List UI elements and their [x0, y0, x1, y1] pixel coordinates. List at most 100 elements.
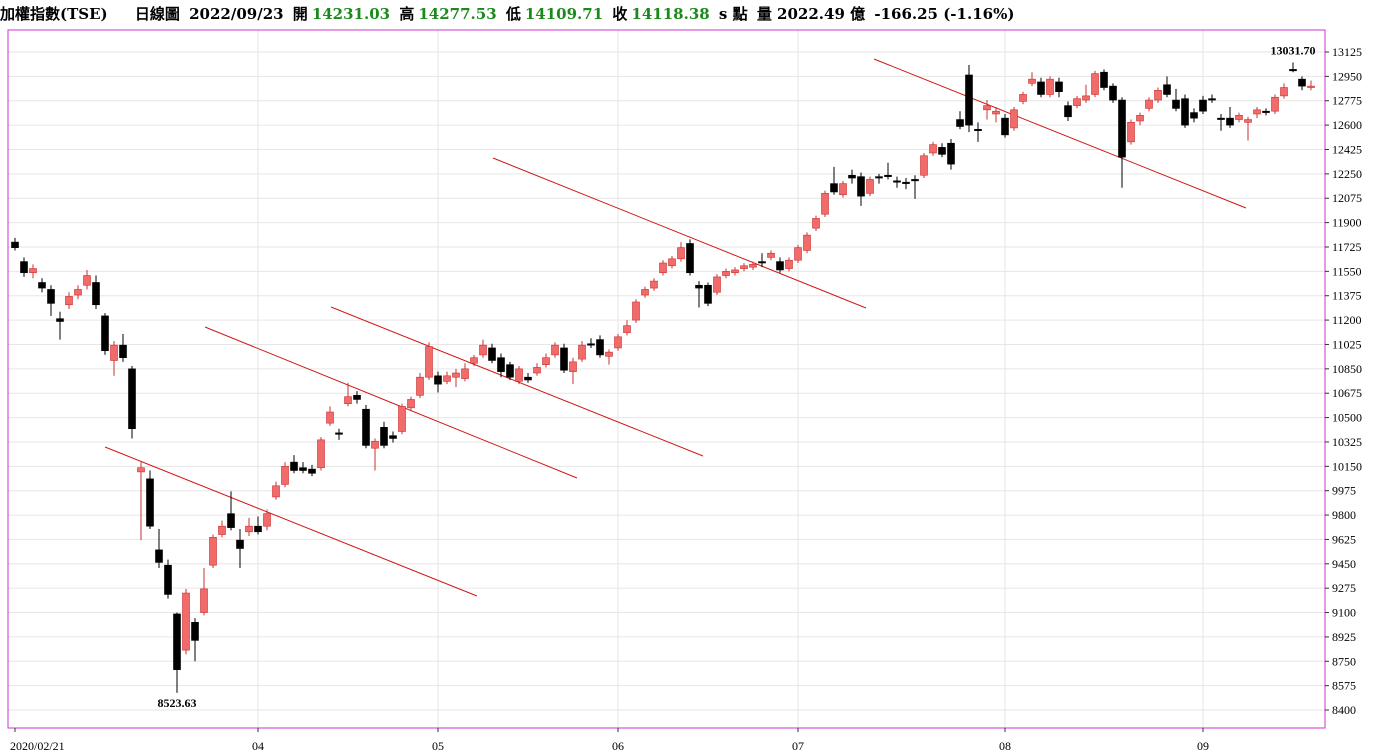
candle-body: [236, 539, 244, 549]
candle-body: [992, 110, 1000, 115]
y-tick-label: 10850: [1332, 362, 1362, 376]
candle-body: [1244, 119, 1252, 123]
unit: s 點: [718, 5, 748, 23]
value: 14277.53: [418, 5, 497, 23]
candle-body: [20, 261, 28, 274]
y-tick-label: 10325: [1332, 435, 1362, 449]
label: 低: [505, 5, 521, 23]
value: 14118.38: [631, 5, 710, 23]
candle-body: [632, 301, 640, 321]
header: 加權指數(TSE) 日線圖 2022/09/23 開 14231.03 高 1427…: [0, 0, 1397, 28]
candle-body: [1019, 94, 1027, 102]
candle-body: [1091, 73, 1099, 95]
candle-body: [254, 525, 262, 533]
candle-body: [506, 364, 514, 378]
plot-frame: [7, 29, 1326, 729]
candle-body: [776, 261, 784, 271]
candle-body: [1145, 99, 1153, 109]
y-tick-label: 11550: [1332, 264, 1362, 278]
candle-body: [173, 613, 181, 670]
candle-body: [290, 461, 298, 471]
candle-body: [1010, 109, 1018, 129]
candle-body: [1163, 84, 1171, 95]
candle-body: [830, 183, 838, 193]
candle-body: [866, 179, 874, 194]
y-tick-label: 8400: [1332, 703, 1356, 717]
y-tick-label: 8750: [1332, 654, 1356, 668]
candle-body: [722, 271, 730, 276]
label: 開: [292, 5, 308, 23]
y-tick-label: 10675: [1332, 386, 1362, 400]
candle-body: [1046, 78, 1054, 95]
candle-body: [938, 147, 946, 155]
candle-body: [389, 435, 397, 439]
y-tick-label: 11900: [1332, 216, 1362, 230]
candle-body: [947, 142, 955, 165]
candle-body: [110, 344, 118, 361]
candle-body: [884, 174, 892, 177]
candle-body: [920, 155, 928, 176]
candle-body: [200, 588, 208, 613]
y-tick-label: 10150: [1332, 459, 1362, 473]
candle-body: [902, 181, 910, 184]
y-tick-label: 12950: [1332, 69, 1362, 83]
candle-body: [803, 234, 811, 251]
y-tick-label: 11025: [1332, 337, 1362, 351]
change: -166.25 (-1.16%): [874, 5, 1015, 23]
candle-body: [1271, 96, 1279, 112]
y-tick-label: 8925: [1332, 630, 1356, 644]
y-tick-label: 12250: [1332, 167, 1362, 181]
candle-body: [668, 258, 676, 267]
candle-body: [1190, 112, 1198, 119]
candle-body: [1181, 98, 1189, 126]
candle-body: [1154, 90, 1162, 101]
candle-body: [605, 351, 613, 357]
index-name: 加權指數(TSE): [0, 5, 108, 23]
candle-body: [74, 289, 82, 296]
candle-body: [65, 296, 73, 306]
label: 高: [399, 5, 415, 23]
candle-body: [551, 344, 559, 356]
x-tick-label: 06: [612, 739, 624, 753]
trend-line: [492, 157, 867, 309]
candle-body: [1055, 81, 1063, 92]
y-tick-label: 12075: [1332, 191, 1362, 205]
candle-body: [731, 269, 739, 274]
candle-body: [335, 432, 343, 435]
candle-body: [299, 467, 307, 471]
candle-body: [497, 357, 505, 372]
candle-body: [596, 339, 604, 356]
value: 14109.71: [524, 5, 604, 23]
candle-body: [1217, 117, 1225, 120]
candle-body: [461, 368, 469, 379]
candle-body: [749, 264, 757, 268]
candle-body: [56, 318, 64, 322]
candle-body: [569, 361, 577, 372]
x-tick-label: 08: [999, 739, 1011, 753]
candle-body: [704, 284, 712, 304]
candle-body: [578, 344, 586, 360]
candle-body: [1307, 85, 1315, 88]
volume: 量 2022.49 億: [756, 5, 866, 23]
candle-body: [1082, 95, 1090, 101]
candle-body: [1199, 99, 1207, 112]
candle-body: [1298, 78, 1306, 87]
candle-body: [1064, 105, 1072, 118]
y-tick-label: 9450: [1332, 557, 1356, 571]
y-tick-label: 9275: [1332, 581, 1356, 595]
period: 日線圖: [134, 5, 180, 23]
candle-body: [317, 439, 325, 469]
y-tick-label: 13125: [1332, 45, 1362, 59]
candle-body: [821, 193, 829, 215]
candle-body: [839, 183, 847, 196]
candle-body: [380, 427, 388, 446]
candle-body: [614, 336, 622, 349]
y-tick-label: 11200: [1332, 313, 1362, 327]
candle-body: [245, 525, 253, 533]
candle-body: [155, 549, 163, 563]
candle-body: [263, 513, 271, 527]
candle-body: [956, 119, 964, 127]
candle-body: [47, 289, 55, 304]
candle-body: [695, 284, 703, 289]
